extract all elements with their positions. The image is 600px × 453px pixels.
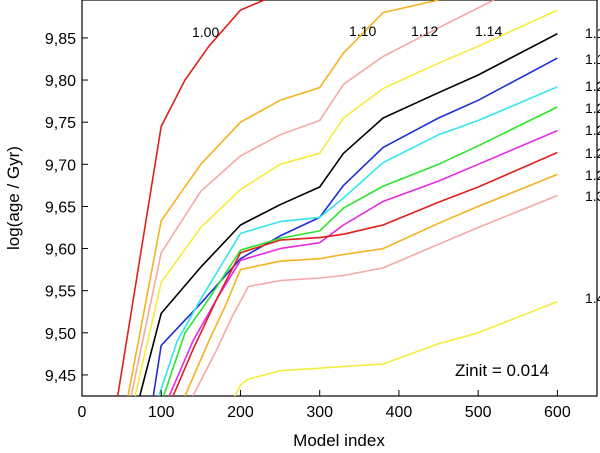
series-line-1-16 [139, 32, 558, 396]
y-axis-title: log(age / Gyr) [4, 146, 23, 250]
series-label: 1.40 [585, 290, 600, 306]
series-label: 1.18 [585, 51, 600, 67]
series-line-1-14 [134, 9, 558, 396]
series-label: 1.10 [349, 23, 376, 39]
series-label: 1.24 [585, 122, 600, 138]
y-tick-label: 9,45 [45, 368, 76, 385]
series-line-1-10 [127, 0, 439, 396]
x-tick-label: 100 [148, 404, 175, 421]
y-tick-label: 9,85 [45, 31, 76, 48]
x-axis: 0 100 200 300 400 500 600 [78, 390, 571, 421]
series-line-1-22 [162, 106, 558, 396]
y-tick-label: 9,60 [45, 242, 76, 259]
series-line-1-40 [234, 300, 558, 396]
series-line-1-30 [192, 194, 558, 396]
series-line-1-28 [184, 173, 558, 396]
series-label: 1.26 [585, 145, 600, 161]
y-tick-label: 9,80 [45, 73, 76, 90]
series-label: 1.30 [585, 188, 600, 204]
series-line-1-24 [168, 129, 558, 396]
series-line-1-00 [116, 0, 265, 396]
series-label: 1.28 [585, 167, 600, 183]
y-tick-label: 9,70 [45, 157, 76, 174]
series-label: 1.12 [411, 23, 438, 39]
x-tick-label: 300 [306, 404, 333, 421]
y-tick-label: 9,75 [45, 115, 76, 132]
annotation-zinit: Zinit = 0.014 [455, 361, 549, 380]
y-tick-label: 9,55 [45, 284, 76, 301]
x-tick-label: 400 [386, 404, 413, 421]
series-label: 1.20 [585, 78, 600, 94]
y-tick-label: 9,65 [45, 199, 76, 216]
x-tick-label: 0 [78, 404, 87, 421]
x-tick-label: 500 [465, 404, 492, 421]
series-layer [116, 0, 558, 396]
y-tick-label: 9,50 [45, 326, 76, 343]
series-label: 1.14 [475, 23, 502, 39]
plot-frame [81, 0, 598, 397]
x-tick-label: 600 [544, 404, 571, 421]
series-line-1-12 [130, 0, 495, 396]
series-labels: 1.00 1.10 1.12 1.14 1.16 1.18 1.20 1.22 1.24 1.26… [192, 23, 600, 306]
series-line-1-20 [158, 86, 558, 396]
x-axis-title: Model index [293, 431, 385, 450]
series-label: 1.00 [192, 24, 219, 40]
x-tick-label: 200 [227, 404, 254, 421]
series-line-1-26 [172, 151, 558, 396]
y-axis: 9,45 9,50 9,55 9,60 9,65 9,70 9,75 9,80 9,85 [45, 31, 88, 385]
series-label: 1.22 [585, 100, 600, 116]
series-label: 1.16 [585, 25, 600, 41]
